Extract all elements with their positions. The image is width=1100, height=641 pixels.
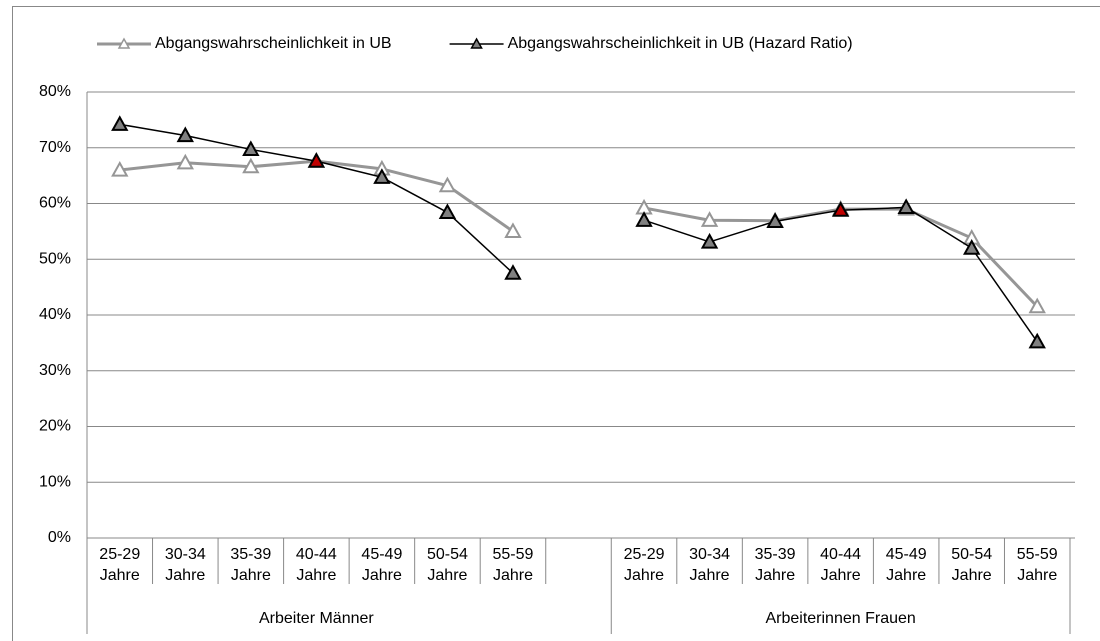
x-tick-label: 25-29 Jahre	[623, 546, 665, 584]
legend-marker	[117, 37, 131, 49]
data-marker	[700, 232, 719, 249]
data-marker	[373, 168, 391, 184]
chart-border	[12, 6, 1100, 641]
data-marker	[700, 211, 719, 227]
x-tick-label: 30-34 Jahre	[689, 546, 731, 584]
x-tick-label: 45-49 Jahre	[885, 546, 927, 584]
x-tick-label: 25-29 Jahre	[99, 546, 141, 584]
data-marker	[831, 201, 850, 217]
legend-label: Abgangswahrscheinlichkeit in UB (Hazard …	[508, 35, 853, 52]
x-tick-label: 30-34 Jahre	[164, 546, 206, 584]
group-label: Arbeiter Männer	[259, 610, 374, 627]
y-tick-label: 30%	[39, 362, 71, 379]
y-tick-label: 50%	[39, 250, 71, 267]
x-tick-label: 35-39 Jahre	[754, 546, 796, 584]
data-marker	[111, 160, 129, 177]
data-marker	[504, 222, 522, 238]
data-marker	[963, 239, 981, 255]
x-tick-label: 40-44 Jahre	[820, 546, 862, 584]
y-tick-label: 10%	[39, 473, 71, 490]
y-tick-label: 60%	[39, 195, 71, 212]
series-line	[119, 123, 1038, 343]
y-tick-label: 80%	[39, 83, 71, 100]
data-marker	[307, 152, 326, 168]
y-tick-label: 40%	[39, 306, 71, 323]
x-tick-label: 40-44 Jahre	[295, 546, 337, 584]
data-marker	[1028, 332, 1046, 349]
x-tick-label: 45-49 Jahre	[361, 546, 403, 584]
data-marker	[242, 140, 260, 157]
y-tick-label: 70%	[39, 139, 71, 156]
data-marker	[766, 212, 784, 228]
data-marker	[504, 264, 522, 280]
legend-label: Abgangswahrscheinlichkeit in UB	[155, 35, 392, 52]
series-line	[119, 159, 1039, 308]
data-marker	[1028, 297, 1046, 314]
data-marker	[111, 115, 129, 131]
x-tick-label: 50-54 Jahre	[426, 546, 468, 584]
y-tick-label: 0%	[48, 529, 71, 546]
data-marker	[635, 211, 653, 227]
data-marker	[897, 198, 915, 215]
data-marker	[438, 176, 457, 193]
data-marker	[438, 203, 457, 220]
x-tick-label: 55-59 Jahre	[1016, 546, 1058, 584]
legend-marker	[470, 37, 483, 49]
y-tick-label: 20%	[39, 418, 71, 435]
data-marker	[176, 153, 194, 170]
group-label: Arbeiterinnen Frauen	[765, 610, 915, 627]
x-tick-label: 55-59 Jahre	[492, 546, 534, 584]
x-tick-label: 50-54 Jahre	[951, 546, 993, 584]
data-marker	[176, 126, 194, 143]
data-marker	[242, 157, 260, 174]
x-tick-label: 35-39 Jahre	[230, 546, 272, 584]
